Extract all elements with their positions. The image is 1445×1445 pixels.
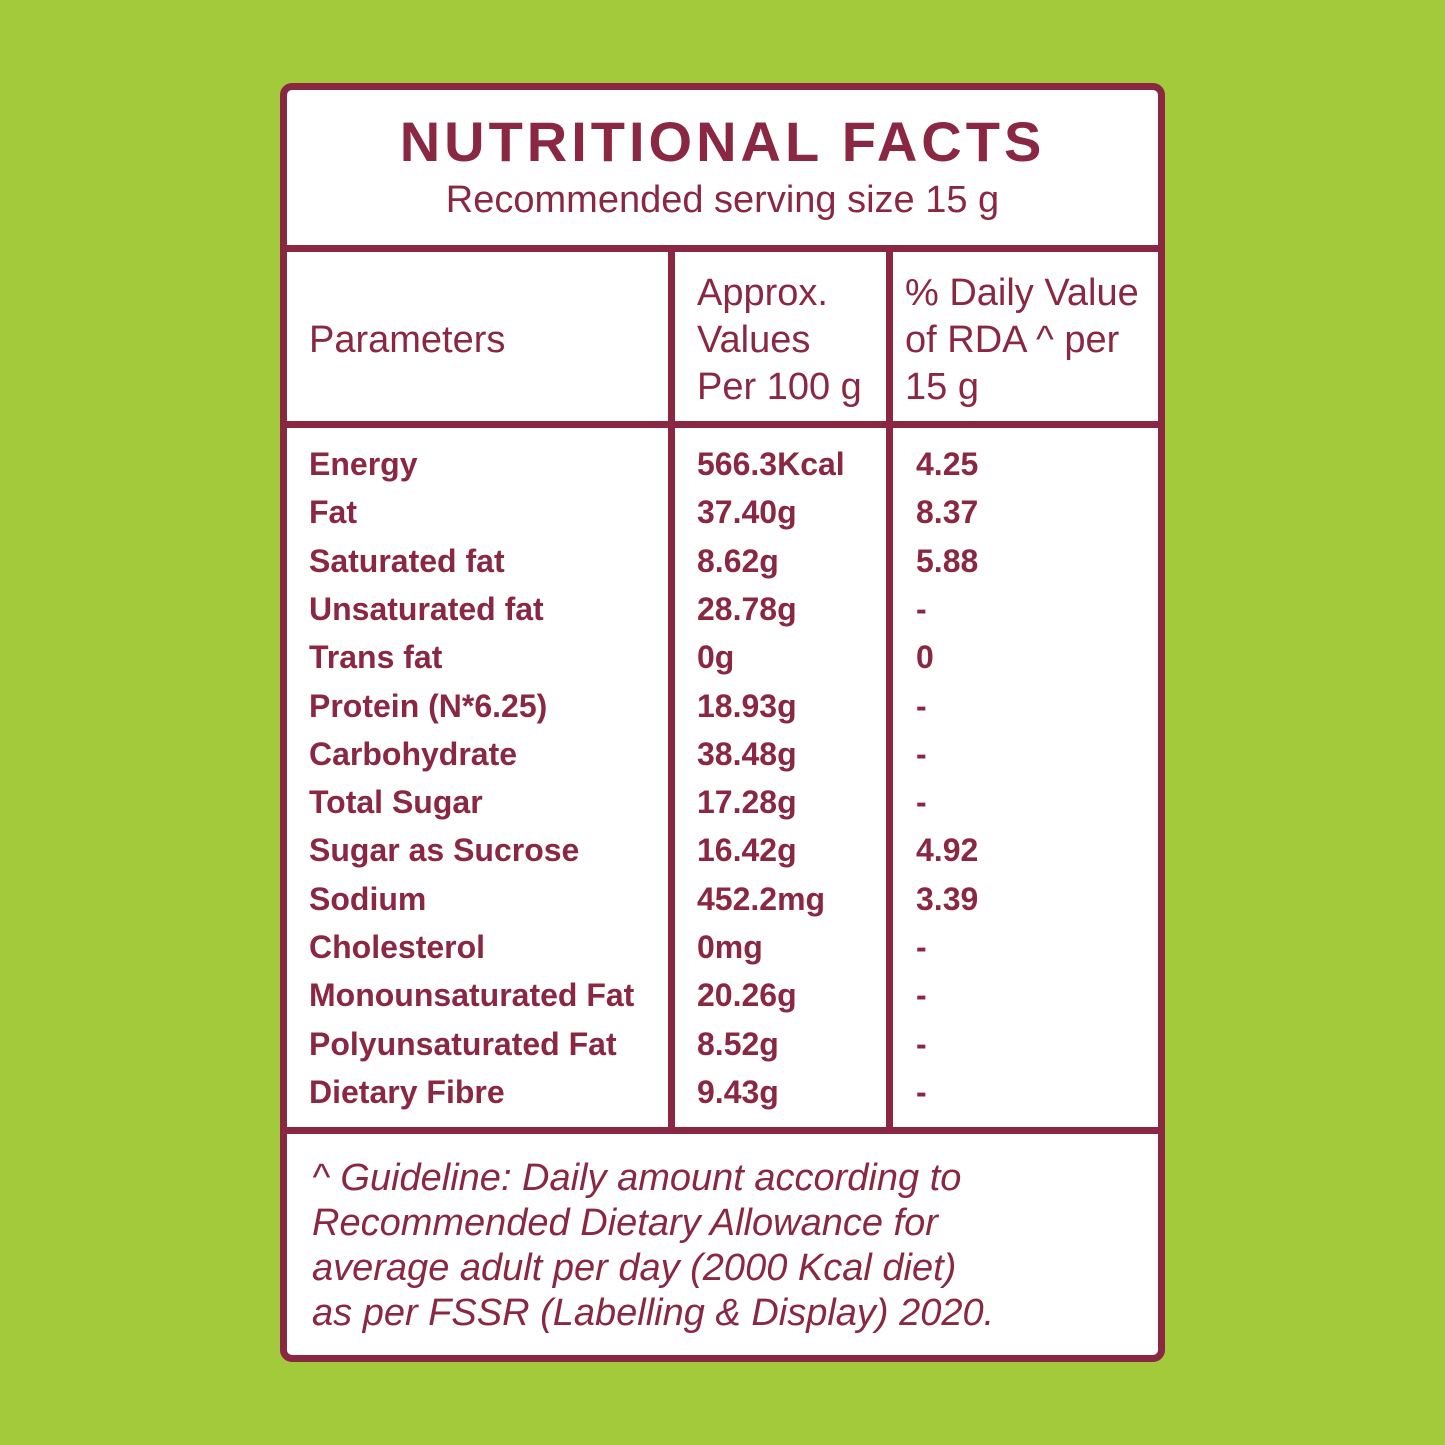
divider <box>280 245 1165 252</box>
cell: 0 <box>916 639 934 676</box>
cell: 0g <box>697 639 735 676</box>
column-header: Per 100 g <box>697 366 862 408</box>
column-header: % Daily Value <box>905 272 1139 314</box>
cell: Cholesterol <box>309 929 486 965</box>
cell: Sugar as Sucrose <box>309 832 580 869</box>
cell: Trans fat <box>309 639 443 676</box>
cell: 8.52g <box>697 1025 779 1062</box>
label-card <box>280 83 1165 1362</box>
cell: 20.26g <box>697 977 797 1014</box>
column-divider <box>886 252 893 1130</box>
footnote: as per FSSR (Labelling & Display) 2020. <box>312 1292 995 1334</box>
cell: 9.43g <box>697 1073 779 1110</box>
subtitle: Recommended serving size 15 g <box>445 179 1000 221</box>
cell: 3.39 <box>916 880 979 917</box>
cell: 38.48g <box>697 735 797 772</box>
cell: - <box>916 687 927 724</box>
cell: Total Sugar <box>309 784 483 821</box>
cell: 8.62g <box>697 542 779 579</box>
cell: - <box>916 784 927 821</box>
cell: Polyunsaturated Fat <box>309 1025 617 1062</box>
cell: Carbohydrate <box>309 735 518 772</box>
cell: Protein (N*6.25) <box>309 687 548 724</box>
cell: 452.2mg <box>697 880 826 917</box>
cell: - <box>916 1073 927 1110</box>
cell: Fat <box>309 494 357 531</box>
cell: Energy <box>309 446 418 482</box>
divider <box>280 421 1165 428</box>
cell: 18.93g <box>697 687 797 724</box>
cell: - <box>916 977 927 1014</box>
cell: - <box>916 1025 927 1062</box>
column-header: 15 g <box>905 366 979 408</box>
column-header: of RDA ^ per <box>905 319 1120 361</box>
cell: - <box>916 929 927 965</box>
title: NUTRITIONAL FACTS <box>399 110 1046 173</box>
cell: Dietary Fibre <box>309 1073 505 1110</box>
footnote: average adult per day (2000 Kcal diet) <box>312 1247 957 1289</box>
cell: 28.78g <box>697 590 797 627</box>
cell: Unsaturated fat <box>309 590 544 627</box>
column-header: Parameters <box>309 319 506 361</box>
cell: 0mg <box>697 929 763 965</box>
cell: - <box>916 590 927 627</box>
cell: Saturated fat <box>309 542 505 579</box>
cell: 566.3Kcal <box>697 446 845 482</box>
column-header: Approx. <box>697 272 828 314</box>
divider <box>280 1127 1165 1134</box>
column-header: Values <box>697 319 811 361</box>
cell: Sodium <box>309 880 427 917</box>
cell: 8.37 <box>916 494 979 531</box>
cell: 4.25 <box>916 446 979 482</box>
cell: 4.92 <box>916 832 979 869</box>
cell: - <box>916 735 927 772</box>
cell: 17.28g <box>697 784 797 821</box>
cell: 37.40g <box>697 494 797 531</box>
footnote: ^ Guideline: Daily amount according to <box>312 1157 962 1199</box>
cell: 5.88 <box>916 542 979 579</box>
cell: Monounsaturated Fat <box>309 977 635 1014</box>
footnote: Recommended Dietary Allowance for <box>312 1202 938 1244</box>
column-divider <box>668 252 675 1130</box>
cell: 16.42g <box>697 832 797 869</box>
